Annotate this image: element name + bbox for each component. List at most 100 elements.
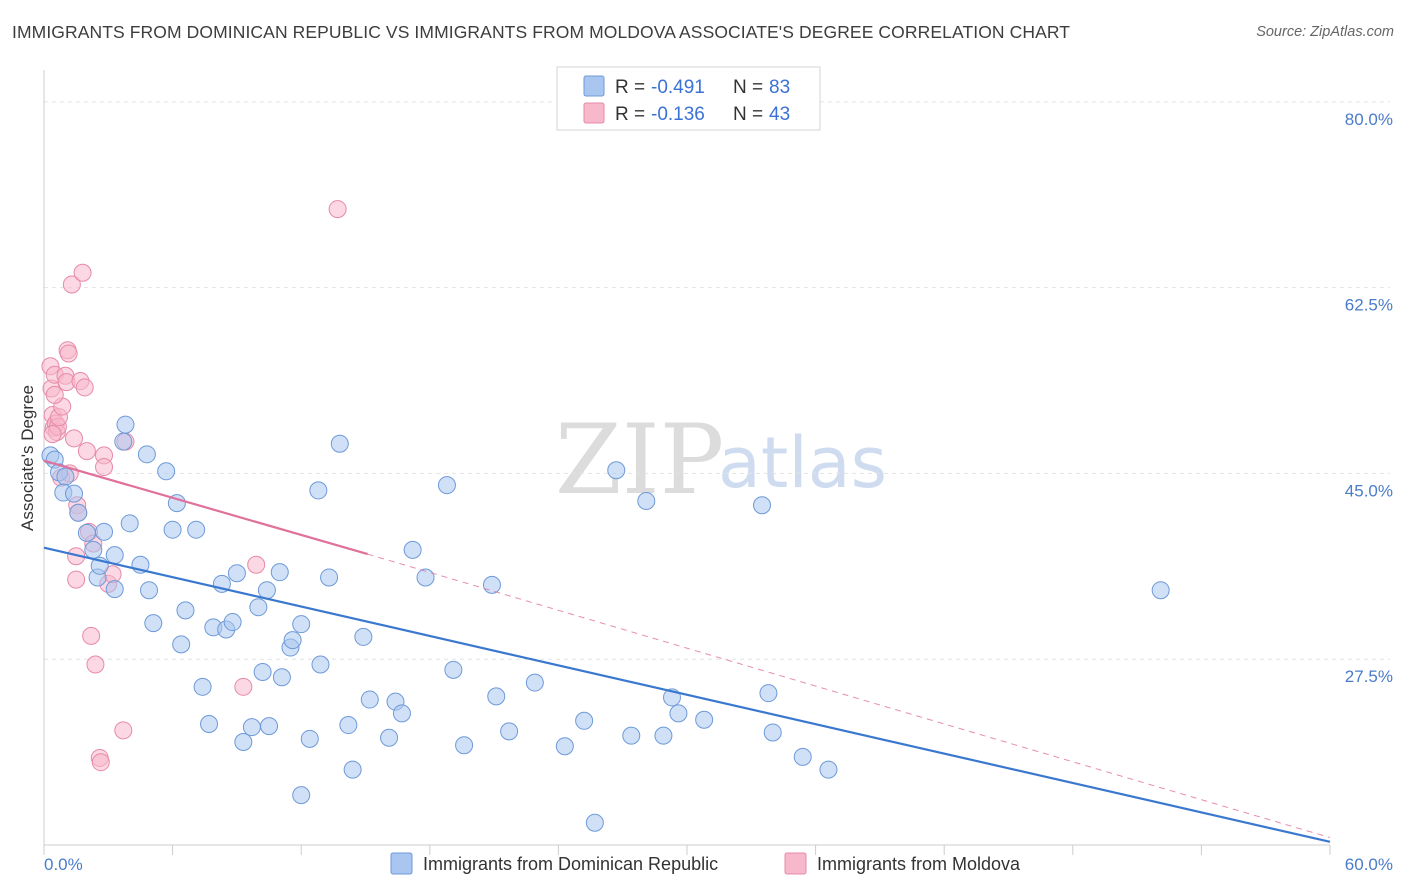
legend-r-label: R = <box>615 77 645 98</box>
dominican-point-48 <box>320 568 339 587</box>
moldova-trend-line <box>43 459 368 556</box>
dominican-point-25 <box>176 601 195 620</box>
dominican-point-27 <box>193 677 212 696</box>
dominican-trend-line <box>43 546 1331 843</box>
y-tick-label-1: 62.5% <box>1345 296 1393 315</box>
dominican-point-36 <box>249 598 268 617</box>
moldova-point-23 <box>73 263 92 282</box>
dominican-point-24 <box>172 635 191 654</box>
x-tick-label-min: 0.0% <box>44 855 83 874</box>
dominican-point-63 <box>487 687 506 706</box>
x-tick-marks <box>43 845 1331 855</box>
dominican-point-3 <box>56 467 75 486</box>
dominican-point-66 <box>555 737 574 756</box>
dominican-point-57 <box>403 540 422 559</box>
moldova-point-27 <box>82 626 101 645</box>
chart-title: IMMIGRANTS FROM DOMINICAN REPUBLIC VS IM… <box>12 22 1071 42</box>
moldova-point-14 <box>59 344 78 363</box>
dominican-point-47 <box>311 655 330 674</box>
dominican-point-58 <box>416 568 435 587</box>
moldova-point-21 <box>67 570 86 589</box>
x-tick-label-max: 60.0% <box>1345 855 1393 874</box>
dominican-point-54 <box>380 728 399 747</box>
dominican-point-44 <box>292 615 311 634</box>
dominican-point-75 <box>695 710 714 729</box>
dominican-point-43 <box>283 631 302 650</box>
dominican-point-64 <box>500 722 519 741</box>
dominican-point-52 <box>354 627 373 646</box>
legend-n-value-moldova: 43 <box>769 104 790 125</box>
legend-r-value-moldova: -0.136 <box>651 104 705 125</box>
moldova-point-40 <box>328 200 347 219</box>
dominican-point-11 <box>95 522 114 541</box>
dominican-point-78 <box>763 723 782 742</box>
moldova-point-39 <box>247 555 266 574</box>
dominican-point-7 <box>77 523 96 542</box>
dominican-point-81 <box>1151 581 1170 600</box>
bottom-legend: Immigrants from Dominican Republic Immig… <box>390 852 1021 875</box>
dominican-point-68 <box>585 813 604 832</box>
watermark-atlas: atlas <box>718 422 887 504</box>
moldova-point-36 <box>114 721 133 740</box>
dominican-point-33 <box>227 564 246 583</box>
legend-r-value-dominican: -0.491 <box>651 77 705 98</box>
dominican-point-28 <box>200 714 219 733</box>
dominican-point-53 <box>360 690 379 709</box>
y-axis-label: Associate's Degree <box>18 385 37 531</box>
dominican-point-41 <box>272 668 291 687</box>
dominican-point-35 <box>242 718 261 737</box>
dominican-point-18 <box>140 581 159 600</box>
bottom-legend-label-dominican: Immigrants from Dominican Republic <box>423 854 718 874</box>
dominican-point-76 <box>753 496 772 515</box>
dominican-point-21 <box>157 462 176 481</box>
dominican-point-60 <box>444 660 463 679</box>
dominican-point-77 <box>759 684 778 703</box>
legend-r-label: R = <box>615 104 645 125</box>
dominican-point-8 <box>84 540 103 559</box>
dominican-point-79 <box>793 747 812 766</box>
dominican-point-65 <box>525 673 544 692</box>
y-tick-label-2: 45.0% <box>1345 481 1393 500</box>
dominican-point-59 <box>437 476 456 495</box>
dominican-point-50 <box>339 716 358 735</box>
moldova-point-42 <box>45 385 64 404</box>
dominican-point-6 <box>69 503 88 522</box>
dominican-point-40 <box>270 563 289 582</box>
legend-n-label: N = <box>733 77 763 98</box>
dominican-point-12 <box>105 546 124 565</box>
grid <box>44 101 1390 660</box>
moldova-point-17 <box>65 429 84 448</box>
dominican-point-16 <box>120 514 139 533</box>
dominican-point-22 <box>163 520 182 539</box>
bottom-legend-swatch-moldova <box>784 852 807 875</box>
dominican-point-82 <box>292 786 311 805</box>
dominican-point-19 <box>144 614 163 633</box>
dominican-point-74 <box>669 704 688 723</box>
dominican-point-72 <box>654 726 673 745</box>
moldova-point-25 <box>77 442 96 461</box>
dominican-point-37 <box>253 662 272 681</box>
bottom-legend-swatch-dominican <box>390 852 413 875</box>
legend: R = -0.491 N = 83 R = -0.136 N = 43 <box>556 66 821 131</box>
dominican-point-62 <box>482 575 501 594</box>
dominican-point-61 <box>455 736 474 755</box>
dominican-point-13 <box>105 580 124 599</box>
moldova-trend-extension <box>367 553 1331 839</box>
moldova-point-24 <box>75 378 94 397</box>
dominican-point-14 <box>116 415 135 434</box>
dominican-point-32 <box>223 613 242 632</box>
dominican-point-67 <box>575 711 594 730</box>
dominican-point-26 <box>187 520 206 539</box>
y-tick-labels: 80.0% 62.5% 45.0% 27.5% <box>1345 110 1393 686</box>
dominican-point-20 <box>137 445 156 464</box>
legend-swatch-dominican <box>583 75 605 97</box>
moldova-point-16 <box>62 275 81 294</box>
moldova-point-41 <box>43 425 62 444</box>
legend-n-value-dominican: 83 <box>769 77 790 98</box>
legend-swatch-moldova <box>583 102 605 124</box>
dominican-points <box>41 415 1170 832</box>
moldova-point-38 <box>234 677 253 696</box>
dominican-point-46 <box>309 481 328 500</box>
moldova-point-33 <box>95 458 114 477</box>
